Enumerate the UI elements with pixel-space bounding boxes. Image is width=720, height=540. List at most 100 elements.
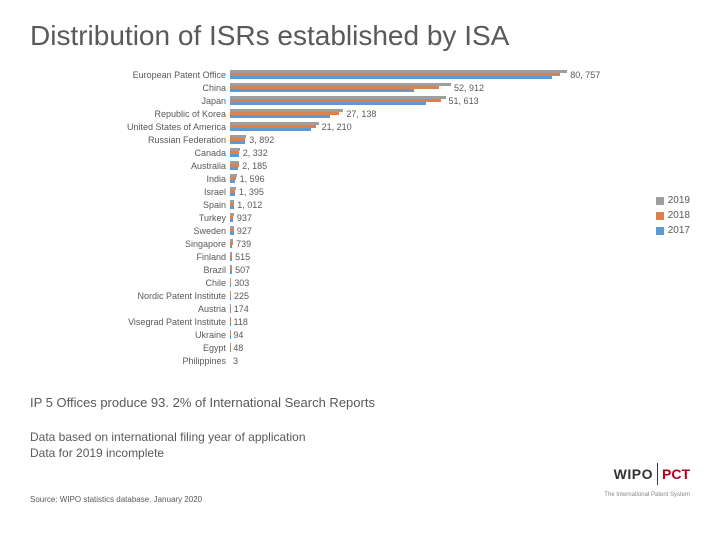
bars-cell: 48 [230,341,590,354]
wipo-pct-logo: WIPO PCT [614,463,690,485]
value-label: 3, 892 [249,135,274,145]
value-label: 507 [235,265,250,275]
value-label: 51, 613 [449,96,479,106]
legend-swatch [656,197,664,205]
legend-swatch [656,227,664,235]
bars-cell: 303 [230,276,590,289]
bars-cell: 2, 185 [230,159,590,172]
bars-cell: 1, 596 [230,172,590,185]
value-label: 174 [234,304,249,314]
chart-row: Finland 515 [30,250,590,263]
legend-label: 2018 [668,210,690,221]
chart-row: Turkey937 [30,211,590,224]
chart-row: Egypt48 [30,341,590,354]
bars-cell: 21, 210 [230,120,590,133]
caveat-line-2: Data for 2019 incomplete [30,446,306,462]
bar [230,167,238,170]
bar [230,310,231,313]
category-label: Chile [30,278,230,288]
bar [230,154,239,157]
value-label: 927 [237,226,252,236]
value-label: 2, 185 [242,161,267,171]
category-label: India [30,174,230,184]
bar [230,141,245,144]
bar [230,258,232,261]
bars-cell: 174 [230,302,590,315]
category-label: Egypt [30,343,230,353]
summary-note: IP 5 Offices produce 93. 2% of Internati… [30,395,375,410]
category-label: Sweden [30,226,230,236]
value-label: 225 [234,291,249,301]
value-label: 303 [234,278,249,288]
chart-row: United States of America 21, 210 [30,120,590,133]
chart-row: India 1, 596 [30,172,590,185]
logo-separator [657,463,658,485]
category-label: Austria [30,304,230,314]
chart-row: European Patent Office80, 757 [30,68,590,81]
chart-legend: 2019 2018 2017 [656,195,690,240]
value-label: 27, 138 [346,109,376,119]
bar [230,245,232,248]
chart-row: Australia 2, 185 [30,159,590,172]
category-label: Israel [30,187,230,197]
chart-row: Canada2, 332 [30,146,590,159]
category-label: Japan [30,96,230,106]
legend-item: 2017 [656,225,690,236]
chart-row: Ukraine94 [30,328,590,341]
caveat-line-1: Data based on international filing year … [30,430,306,446]
logo-pct-text: PCT [662,466,690,482]
source-attribution: Source: WIPO statistics database. Januar… [30,495,202,504]
category-label: Philippines [30,356,230,366]
bar [230,297,231,300]
bar [230,102,426,105]
chart-row: Singapore739 [30,237,590,250]
logo-wipo-text: WIPO [614,466,653,482]
category-label: China [30,83,230,93]
chart-row: Chile 303 [30,276,590,289]
category-label: Russian Federation [30,135,230,145]
chart-row: Philippines3 [30,354,590,367]
bars-cell: 225 [230,289,590,302]
chart-row: Israel 1, 395 [30,185,590,198]
bar [230,76,552,79]
chart-row: Austria 174 [30,302,590,315]
bars-cell: 507 [230,263,590,276]
data-caveat: Data based on international filing year … [30,430,306,461]
legend-swatch [656,212,664,220]
bar [230,128,311,131]
chart-row: Sweden 927 [30,224,590,237]
chart-row: Russian Federation 3, 892 [30,133,590,146]
category-label: Republic of Korea [30,109,230,119]
legend-item: 2019 [656,195,690,206]
value-label: 1, 596 [240,174,265,184]
value-label: 118 [233,317,247,327]
bar [230,115,330,118]
bars-cell: 1, 012 [230,198,590,211]
value-label: 2, 332 [243,148,268,158]
category-label: Ukraine [30,330,230,340]
bars-cell: 3, 892 [230,133,590,146]
bar [230,271,232,274]
value-label: 21, 210 [322,122,352,132]
bars-cell: 27, 138 [230,107,590,120]
category-label: United States of America [30,122,230,132]
value-label: 1, 012 [237,200,262,210]
value-label: 515 [235,252,250,262]
bars-cell: 80, 757 [230,68,590,81]
value-label: 52, 912 [454,83,484,93]
category-label: Australia [30,161,230,171]
value-label: 1, 395 [239,187,264,197]
category-label: European Patent Office [30,70,230,80]
bars-cell: 927 [230,224,590,237]
bars-cell: 1, 395 [230,185,590,198]
legend-item: 2018 [656,210,690,221]
bars-cell: 739 [230,237,590,250]
category-label: Finland [30,252,230,262]
category-label: Brazil [30,265,230,275]
chart-row: Republic of Korea 27, 138 [30,107,590,120]
value-label: 94 [233,330,243,340]
legend-label: 2017 [668,225,690,236]
chart-row: Spain1, 012 [30,198,590,211]
chart-row: China 52, 912 [30,81,590,94]
value-label: 739 [236,239,251,249]
